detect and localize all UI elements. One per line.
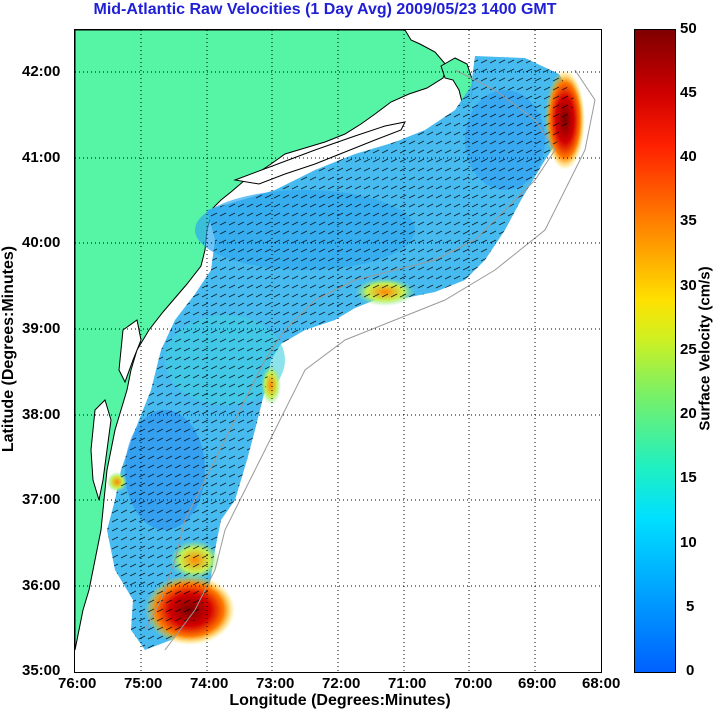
x-tick-label: 76:00 [58,675,97,692]
colorbar-tick: 50 [680,20,697,37]
colorbar-tick: 20 [680,405,697,422]
bathymetry-contour [144,69,556,631]
y-axis-label: Latitude (Degrees:Minutes) [0,245,17,453]
map-svg [75,30,601,672]
x-tick-label: 73:00 [256,675,295,692]
bathymetry-contour-outer [164,69,596,651]
colorbar-tick: 35 [680,212,697,229]
colorbar-tick: 5 [686,598,695,615]
x-tick-label: 74:00 [190,675,229,692]
colorbar-tick: 10 [680,534,697,551]
y-tick-label: 38:00 [22,406,61,423]
y-tick-label: 36:00 [22,577,61,594]
map-title: Mid-Atlantic Raw Velocities (1 Day Avg) … [93,1,557,18]
y-tick-label: 42:00 [22,63,61,80]
y-tick-label: 35:00 [22,662,61,679]
x-tick-label: 71:00 [388,675,427,692]
colorbar-tick: 30 [680,277,697,294]
colorbar-tick: 15 [680,469,697,486]
colorbar-tick: 40 [680,148,697,165]
y-tick-label: 37:00 [22,491,61,508]
long-island [233,121,406,185]
delaware-bay [118,319,142,384]
map-plot-area [74,29,602,673]
y-tick-label: 41:00 [22,149,61,166]
y-tick-label: 40:00 [22,234,61,251]
x-tick-label: 69:00 [518,675,557,692]
colorbar-tick: 45 [680,84,697,101]
x-tick-label: 70:00 [454,675,493,692]
x-tick-label: 75:00 [124,675,163,692]
y-tick-label: 39:00 [22,320,61,337]
colorbar-tick: 0 [686,662,695,679]
colorbar [634,29,676,673]
x-tick-label: 68:00 [582,675,621,692]
chesapeake-bay [90,399,112,501]
x-axis-label: Longitude (Degrees:Minutes) [229,692,451,709]
colorbar-label: Surface Velocity (cm/s) [696,266,714,431]
colorbar-tick: 25 [680,341,697,358]
x-tick-label: 72:00 [322,675,361,692]
